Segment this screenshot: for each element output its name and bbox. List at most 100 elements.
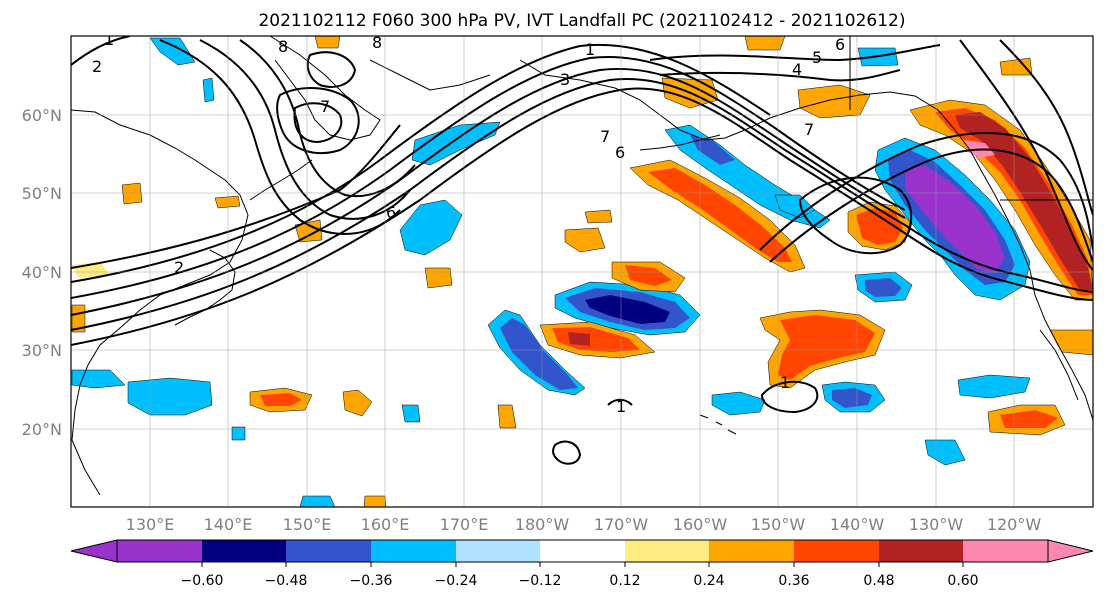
anomaly-pos-sub4 <box>564 227 606 253</box>
pv-contour-8 <box>199 39 411 220</box>
lat-label: 40°N <box>22 263 62 282</box>
anomaly-neg-sub3 <box>127 377 213 416</box>
anomaly-neg-sub5-core <box>832 388 872 408</box>
contour-label: 6 <box>386 203 396 222</box>
pv-contour-12 <box>306 51 357 88</box>
coastline-asia <box>71 109 249 496</box>
colorbar-tick-label: −0.36 <box>350 573 393 589</box>
shaded-anomalies <box>71 36 1093 507</box>
pv-contour-23 <box>607 398 633 406</box>
pv-contour-4 <box>71 56 906 299</box>
pv-contour-20 <box>71 36 131 66</box>
anomaly-pos-sub2-peak <box>568 332 590 346</box>
anomaly-neg-jet-core <box>690 135 735 165</box>
colorbar-tick-label: −0.48 <box>265 573 308 589</box>
lon-label: 150°E <box>283 515 332 534</box>
anomaly-pos-sub6 <box>342 389 373 417</box>
pv-contour-22 <box>552 440 582 465</box>
anomaly-pos-coast-core <box>955 112 1093 290</box>
latitude-labels: 60°N 50°N 40°N 30°N 20°N <box>22 106 62 439</box>
anomaly-pos-sub3-core <box>625 265 672 286</box>
anomaly-pos-coast-outer <box>909 99 1093 301</box>
anomaly-neg-sub4 <box>71 369 126 389</box>
anomaly-pos-sub16 <box>497 404 517 429</box>
anomaly-neg-wp2 <box>399 199 463 256</box>
coastline-baja <box>1039 329 1079 401</box>
anomaly-pos-sub22 <box>424 267 453 289</box>
pv-contour-19 <box>999 39 1093 216</box>
colorbar-segment <box>625 540 709 562</box>
lat-label: 20°N <box>22 420 62 439</box>
colorbar-tick-label: 0.24 <box>693 573 724 589</box>
pv-contour-21 <box>760 380 819 414</box>
pv-contour-3 <box>71 68 906 316</box>
pv-contour-14 <box>759 132 1093 251</box>
pv-contour-9 <box>239 39 416 198</box>
pv-contour-11 <box>293 102 343 144</box>
coastline-aleutians <box>639 134 721 151</box>
contour-label: 2 <box>92 57 102 76</box>
anomaly-neg-sub12 <box>299 495 336 507</box>
pv-contour-18 <box>959 39 1093 271</box>
contour-label: 7 <box>320 97 330 116</box>
pv-contour-7 <box>159 39 401 235</box>
anomaly-pos-sub5-core <box>260 393 302 406</box>
contour-label: 5 <box>812 48 822 67</box>
colorbar-extend-left <box>70 539 118 563</box>
pv-contour-6 <box>71 124 401 269</box>
coastline-japan <box>174 249 236 326</box>
coastline-kamchatka <box>269 36 381 141</box>
pv-contour-17 <box>659 69 901 82</box>
map-frame <box>70 35 1094 508</box>
anomaly-neg-sub7 <box>711 391 766 416</box>
lon-label: 140°E <box>204 515 253 534</box>
colorbar-segment <box>456 540 540 562</box>
anomaly-neg-sub10 <box>401 404 421 423</box>
contour-label: 1 <box>616 397 626 416</box>
anomaly-pos-sub12 <box>314 36 341 49</box>
colorbar-segment <box>202 540 286 562</box>
anomaly-neg-sub11 <box>231 426 246 441</box>
contour-label: 4 <box>792 60 802 79</box>
map-panel: 8 8 7 7 6 6 2 1 1 1 4 5 6 7 2 1 3 <box>70 33 1094 508</box>
colorbar-segment <box>117 540 202 562</box>
contour-label: 8 <box>372 33 382 52</box>
anomaly-neg-sub6 <box>957 374 1031 399</box>
lat-label: 30°N <box>22 341 62 360</box>
coastline-hawaii <box>699 414 737 435</box>
colorbar-frame <box>116 539 1049 563</box>
contour-label: 6 <box>615 143 625 162</box>
lon-label: 120°W <box>987 515 1042 534</box>
coastline-arctic <box>369 59 491 91</box>
lon-label: 180°W <box>515 515 570 534</box>
anomaly-pos-sub14 <box>71 304 86 333</box>
lon-label: 160°E <box>361 515 410 534</box>
colorbar-tick-label: 0.12 <box>609 573 640 589</box>
colorbar-extend-right <box>1047 539 1094 563</box>
colorbar-segment <box>794 540 879 562</box>
pv-contour-1 <box>71 87 1093 346</box>
colorbar-segment <box>879 540 963 562</box>
colorbar-tick-label: 0.60 <box>947 573 978 589</box>
contour-label: 3 <box>560 70 570 89</box>
pv-contour-13 <box>798 176 913 255</box>
colorbar-tick-label: −0.24 <box>435 573 478 589</box>
lon-label: 150°W <box>751 515 806 534</box>
anomaly-neg-wp3 <box>149 37 196 66</box>
anomaly-pos-sub21 <box>584 209 613 224</box>
anomaly-pos-sub13 <box>294 219 323 243</box>
lat-label: 60°N <box>22 106 62 125</box>
anomaly-pos-sub7-core <box>1000 410 1058 428</box>
lon-label: 170°W <box>594 515 649 534</box>
anomaly-neg-sub9-core <box>865 278 902 297</box>
colorbar-tick-label: 0.36 <box>778 573 809 589</box>
anomaly-pos-sub19 <box>121 182 143 205</box>
colorbar-segment <box>371 540 456 562</box>
colorbar-segment <box>540 540 625 562</box>
contour-label: 8 <box>278 37 288 56</box>
contour-label: 2 <box>174 258 184 277</box>
contour-label: 7 <box>600 127 610 146</box>
lon-label: 140°W <box>830 515 885 534</box>
